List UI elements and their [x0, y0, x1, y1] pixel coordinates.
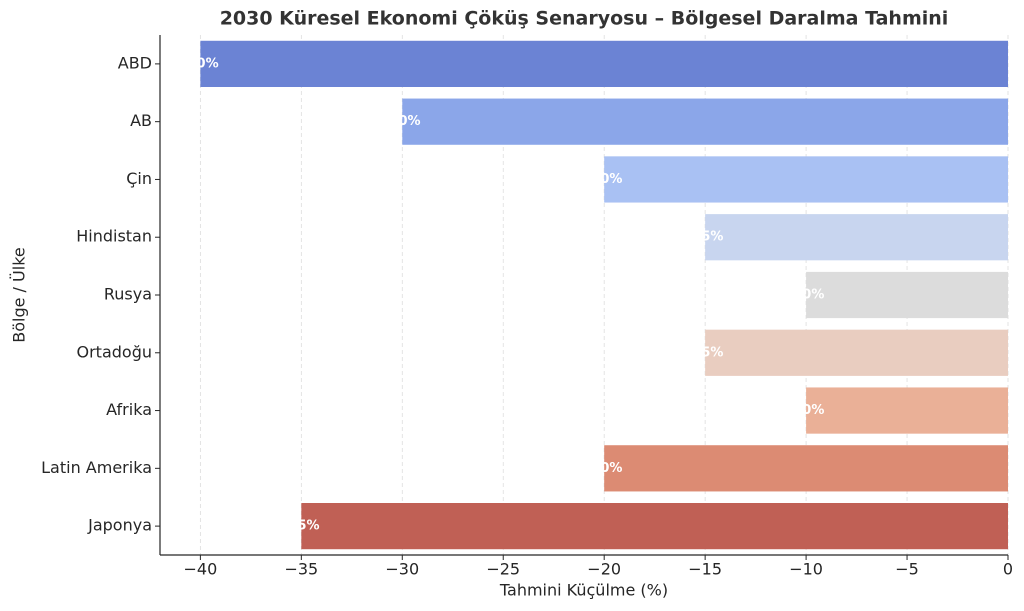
y-tick-label: Latin Amerika: [41, 458, 152, 477]
y-tick-label: Çin: [126, 169, 152, 188]
x-tick-label: −5: [895, 560, 919, 579]
value-label: -20%: [586, 461, 623, 476]
y-tick-label: Ortadoğu: [77, 342, 153, 361]
x-tick-label: −20: [587, 560, 621, 579]
bar: [705, 214, 1008, 261]
y-axis-label: Bölge / Ülke: [10, 247, 29, 342]
y-tick-label: Hindistan: [76, 227, 152, 246]
x-tick-label: −35: [284, 560, 318, 579]
x-tick-label: 0: [1003, 560, 1013, 579]
x-tick-label: −15: [688, 560, 722, 579]
y-tick-label: Japonya: [87, 516, 152, 535]
value-label: -10%: [788, 288, 825, 303]
y-tick-label: Afrika: [106, 400, 152, 419]
bar: [806, 387, 1008, 434]
x-tick-label: −10: [789, 560, 823, 579]
bar: [301, 503, 1008, 550]
value-label: -15%: [687, 345, 724, 360]
y-tick-label: Rusya: [104, 285, 152, 304]
x-tick-label: −25: [486, 560, 520, 579]
bar: [604, 445, 1008, 492]
x-tick-label: −40: [183, 560, 217, 579]
bar: [604, 156, 1008, 203]
value-label: -35%: [283, 519, 320, 534]
bar: [200, 40, 1008, 87]
value-label: -20%: [586, 172, 623, 187]
x-tick-label: −30: [385, 560, 419, 579]
x-axis-label: Tahmini Küçülme (%): [499, 581, 668, 600]
y-tick-label: ABD: [118, 53, 152, 72]
bar: [402, 98, 1008, 145]
value-label: -30%: [384, 114, 421, 129]
chart-title: 2030 Küresel Ekonomi Çöküş Senaryosu – B…: [220, 8, 949, 30]
bar: [705, 329, 1008, 376]
value-label: -10%: [788, 403, 825, 418]
bar: [806, 271, 1008, 319]
y-tick-label: AB: [130, 111, 152, 130]
value-label: -15%: [687, 230, 724, 245]
value-label: -40%: [182, 56, 219, 71]
